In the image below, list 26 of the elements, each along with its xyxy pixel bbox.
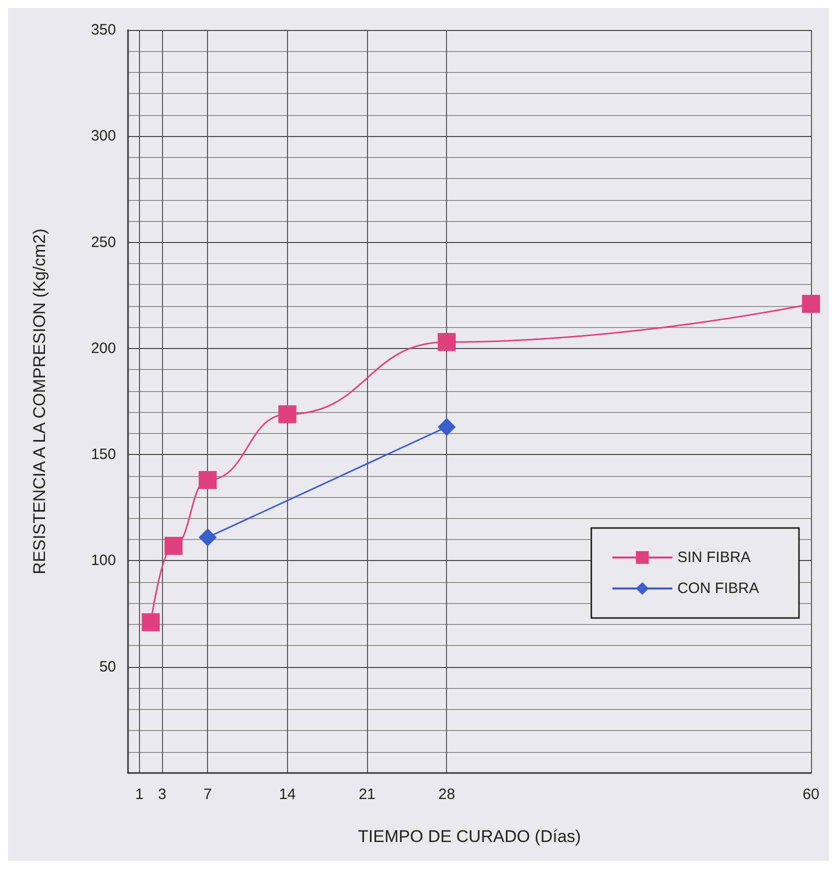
x-axis-title: TIEMPO DE CURADO (Días)	[358, 827, 581, 846]
x-tick-label: 28	[438, 786, 456, 803]
point	[802, 294, 820, 313]
x-tick-label: 1	[135, 786, 144, 803]
point	[198, 471, 217, 490]
point	[198, 528, 217, 546]
point	[278, 405, 296, 424]
y-tick-label: 200	[90, 340, 116, 357]
point	[142, 613, 160, 632]
y-axis-title: RESISTENCIA A LA COMPRESION (Kg/cm2)	[30, 228, 49, 574]
y-tick-label: 150	[90, 446, 116, 464]
point	[438, 418, 456, 436]
x-tick-label: 7	[204, 786, 212, 803]
x-tick-label: 60	[802, 786, 820, 803]
y-tick-label: 350	[90, 22, 116, 38]
x-tick-label: 3	[158, 786, 166, 803]
y-tick-label: 250	[90, 234, 116, 251]
y-tick-label: 300	[90, 128, 116, 145]
legend-label: SIN FIBRA	[677, 549, 751, 566]
y-tick-label: 50	[99, 658, 116, 676]
point	[438, 333, 456, 352]
legend-label: CON FIBRA	[677, 580, 760, 597]
x-tick-label: 21	[358, 786, 376, 803]
y-tick-label: 100	[90, 552, 116, 570]
point	[164, 536, 183, 555]
x-tick-label: 14	[279, 786, 296, 803]
